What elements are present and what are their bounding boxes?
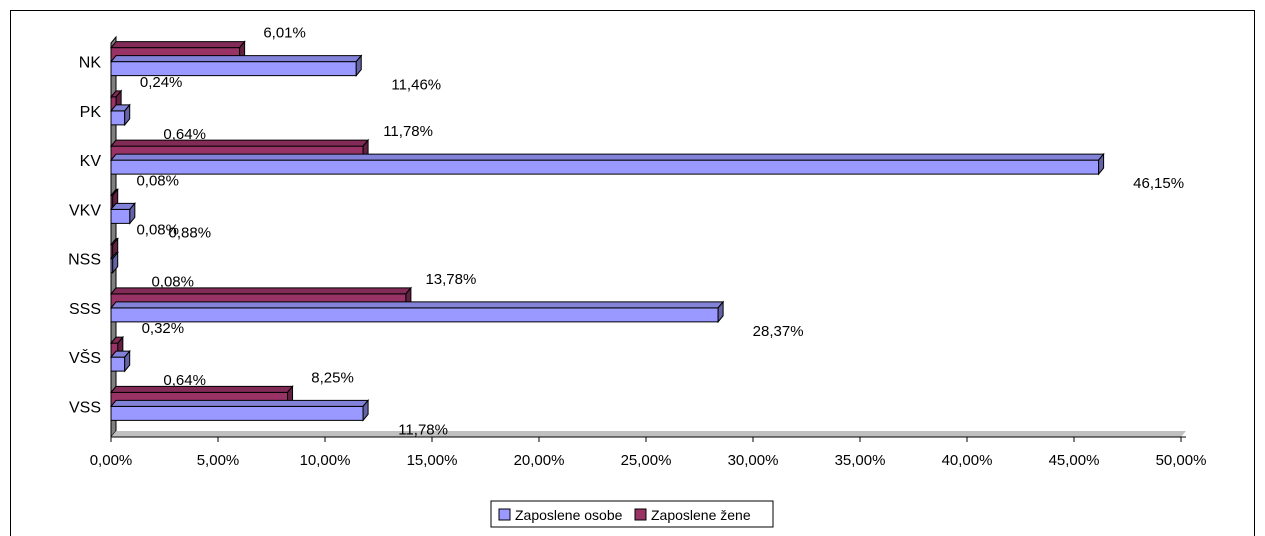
legend-swatch: [634, 508, 647, 521]
bar-top: [109, 287, 412, 295]
y-category-label: NK: [79, 55, 102, 72]
data-label: 11,78%: [398, 421, 448, 438]
data-label: 0,24%: [140, 74, 183, 91]
data-label: 28,37%: [753, 323, 804, 340]
data-label: 6,01%: [263, 25, 306, 42]
data-label: 8,25%: [311, 369, 354, 386]
x-tick-label: 20,00%: [514, 452, 565, 469]
x-tick-label: 15,00%: [407, 452, 458, 469]
bar-end: [362, 398, 369, 422]
axis-floor: [111, 431, 1186, 437]
x-tick-label: 45,00%: [1049, 452, 1100, 469]
bar-end: [112, 251, 119, 275]
x-tick-label: 0,00%: [90, 452, 133, 469]
x-tick-label: 40,00%: [942, 452, 993, 469]
bar-zaposlene-osobe: [110, 405, 364, 421]
y-category-label: VKV: [69, 202, 101, 219]
bar-top: [109, 153, 1105, 161]
y-category-label: SSS: [69, 301, 101, 318]
bar-top: [109, 55, 363, 63]
x-tick-label: 30,00%: [728, 452, 779, 469]
data-label: 0,08%: [151, 274, 194, 291]
bar-end: [355, 54, 362, 78]
data-label: 0,88%: [169, 224, 212, 241]
bar-zaposlene-osobe: [110, 159, 1100, 175]
data-label: 0,32%: [142, 320, 185, 337]
y-category-label: NSS: [68, 252, 101, 269]
y-category-label: KV: [80, 153, 102, 170]
y-category-label: VŠS: [69, 348, 101, 367]
legend-swatch: [498, 508, 511, 521]
x-tick-label: 25,00%: [621, 452, 672, 469]
legend-box: [490, 500, 774, 528]
bar-end: [124, 103, 131, 127]
data-label: 0,64%: [163, 126, 206, 143]
bar-top: [109, 41, 246, 49]
data-label: 46,15%: [1133, 175, 1184, 192]
bar-end: [1098, 152, 1105, 176]
y-category-label: VSS: [69, 399, 101, 416]
y-category-label: PK: [80, 104, 102, 121]
bar-end: [124, 349, 131, 373]
bar-zaposlene-osobe: [110, 208, 131, 224]
bar-top: [109, 399, 370, 407]
data-label: 11,46%: [391, 77, 441, 94]
bar-zaposlene-osobe: [110, 110, 126, 126]
data-label: 0,08%: [136, 222, 179, 239]
x-tick-label: 35,00%: [835, 452, 886, 469]
data-label: 13,78%: [425, 271, 476, 288]
chart-frame: [10, 10, 1255, 536]
bar-end: [129, 201, 136, 225]
bar-zaposlene-osobe: [110, 356, 126, 372]
data-label: 11,78%: [383, 123, 433, 140]
legend-label: Zaposlene žene: [651, 507, 751, 523]
bar-end: [717, 300, 724, 324]
bar-zaposlene-osobe: [110, 307, 719, 323]
bar-top: [109, 385, 294, 393]
x-tick-label: 5,00%: [197, 452, 240, 469]
x-tick-label: 50,00%: [1156, 452, 1207, 469]
bar-top: [109, 301, 725, 309]
data-label: 0,64%: [163, 372, 206, 389]
data-label: 0,08%: [136, 172, 179, 189]
legend-label: Zaposlene osobe: [515, 507, 623, 523]
x-tick-label: 10,00%: [300, 452, 351, 469]
bar-top: [109, 139, 370, 147]
